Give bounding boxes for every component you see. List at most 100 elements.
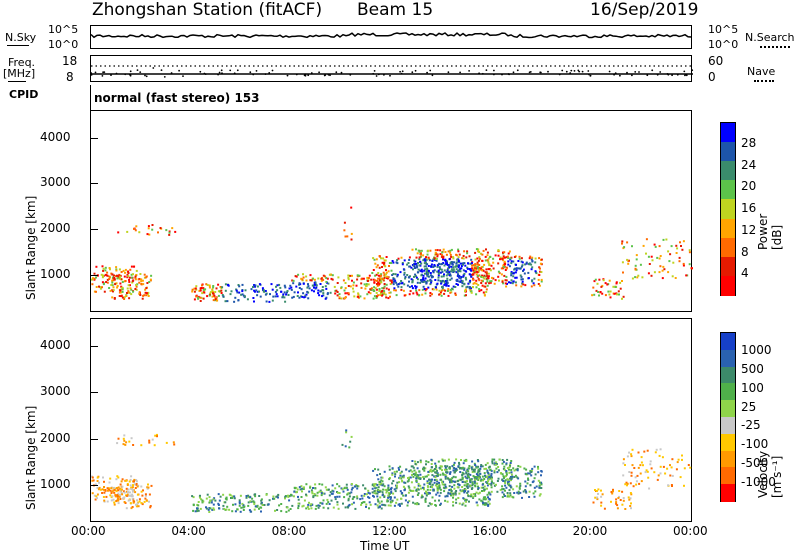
heatmap-cell xyxy=(435,286,437,289)
heatmap-cell xyxy=(465,469,468,472)
heatmap-cell xyxy=(530,469,533,472)
heatmap-cell xyxy=(202,287,205,290)
heatmap-cell xyxy=(501,459,504,461)
heatmap-cell xyxy=(354,507,357,510)
heatmap-cell xyxy=(219,290,222,293)
heatmap-cell xyxy=(523,272,526,275)
heatmap-cell xyxy=(131,486,134,489)
heatmap-cell xyxy=(305,483,308,486)
heatmap-cell xyxy=(505,267,508,270)
heatmap-cell xyxy=(464,475,467,478)
heatmap-cell xyxy=(488,476,491,479)
heatmap-cell xyxy=(171,227,174,230)
heatmap-cell xyxy=(658,257,661,260)
heatmap-cell xyxy=(504,479,507,482)
heatmap-cell xyxy=(131,495,134,498)
heatmap-cell xyxy=(383,275,386,278)
heatmap-cell xyxy=(395,281,398,284)
heatmap-cell xyxy=(481,483,484,486)
heatmap-cell xyxy=(419,473,422,476)
heatmap-cell xyxy=(538,284,541,287)
heatmap-cell xyxy=(199,289,202,292)
heatmap-cell xyxy=(520,275,523,278)
heatmap-cell xyxy=(606,283,609,286)
heatmap-cell xyxy=(459,478,462,481)
heatmap-cell xyxy=(408,470,411,473)
nave-point xyxy=(481,72,484,75)
heatmap-cell xyxy=(303,486,305,489)
heatmap-cell xyxy=(494,254,497,257)
heatmap-cell xyxy=(123,439,126,442)
heatmap-cell xyxy=(473,462,476,465)
heatmap-cell xyxy=(168,230,171,233)
heatmap-cell xyxy=(447,288,450,291)
heatmap-cell xyxy=(433,475,436,478)
heatmap-cell xyxy=(504,269,507,271)
heatmap-cell xyxy=(421,293,424,296)
heatmap-cell xyxy=(376,284,379,287)
heatmap-cell xyxy=(687,464,690,466)
heatmap-cell xyxy=(224,501,227,504)
heatmap-cell xyxy=(688,263,691,266)
heatmap-cell xyxy=(324,285,327,288)
heatmap-cell xyxy=(306,286,309,289)
heatmap-cell xyxy=(128,297,131,300)
heatmap-cell xyxy=(628,471,631,473)
heatmap-cell xyxy=(271,288,274,291)
heatmap-cell xyxy=(97,488,100,491)
heatmap-cell xyxy=(386,498,389,501)
heatmap-cell xyxy=(336,491,339,494)
heatmap-cell xyxy=(423,279,426,282)
nave-point xyxy=(656,73,659,76)
heatmap-cell xyxy=(480,275,483,278)
heatmap-cell xyxy=(309,504,312,507)
heatmap-cell xyxy=(602,279,605,282)
heatmap-cell xyxy=(491,476,493,479)
heatmap-cell xyxy=(480,289,483,292)
heatmap-cell xyxy=(475,476,478,478)
colorbar-segment xyxy=(721,417,735,435)
heatmap-cell xyxy=(452,268,455,271)
heatmap-cell xyxy=(138,498,141,501)
heatmap-cell xyxy=(517,492,520,495)
heatmap-cell xyxy=(136,502,139,505)
heatmap-cell xyxy=(406,274,409,276)
heatmap-cell xyxy=(618,495,620,498)
heatmap-cell xyxy=(418,289,421,292)
heatmap-cell xyxy=(217,283,220,286)
heatmap-cell xyxy=(612,488,614,491)
heatmap-cell xyxy=(461,280,464,283)
heatmap-cell xyxy=(320,494,323,497)
heatmap-cell xyxy=(154,434,157,437)
heatmap-cell xyxy=(483,294,486,297)
nave-point xyxy=(217,73,219,76)
heatmap-cell xyxy=(194,510,197,513)
heatmap-cell xyxy=(444,459,446,462)
nave-point xyxy=(340,71,343,74)
heatmap-cell xyxy=(457,260,460,263)
heatmap-cell xyxy=(646,449,649,452)
heatmap-cell xyxy=(321,502,324,505)
heatmap-cell xyxy=(540,271,543,273)
heatmap-cell xyxy=(425,282,428,285)
cpid-divider xyxy=(90,85,91,110)
heatmap-cell xyxy=(131,280,134,283)
heatmap-cell xyxy=(423,269,426,272)
heatmap-cell xyxy=(450,479,453,482)
y-tick-mark xyxy=(90,345,98,347)
nave-point xyxy=(349,74,352,76)
heatmap-cell xyxy=(506,282,508,285)
heatmap-cell xyxy=(141,279,144,282)
heatmap-cell xyxy=(411,460,414,462)
heatmap-cell xyxy=(208,286,211,289)
heatmap-cell xyxy=(490,280,493,283)
heatmap-cell xyxy=(129,284,131,287)
heatmap-cell xyxy=(124,479,127,482)
heatmap-cell xyxy=(414,260,417,263)
heatmap-cell xyxy=(343,229,346,232)
heatmap-cell xyxy=(394,475,396,478)
heatmap-cell xyxy=(527,271,530,274)
heatmap-cell xyxy=(299,488,302,491)
heatmap-cell xyxy=(472,273,475,276)
heatmap-cell xyxy=(325,502,328,505)
